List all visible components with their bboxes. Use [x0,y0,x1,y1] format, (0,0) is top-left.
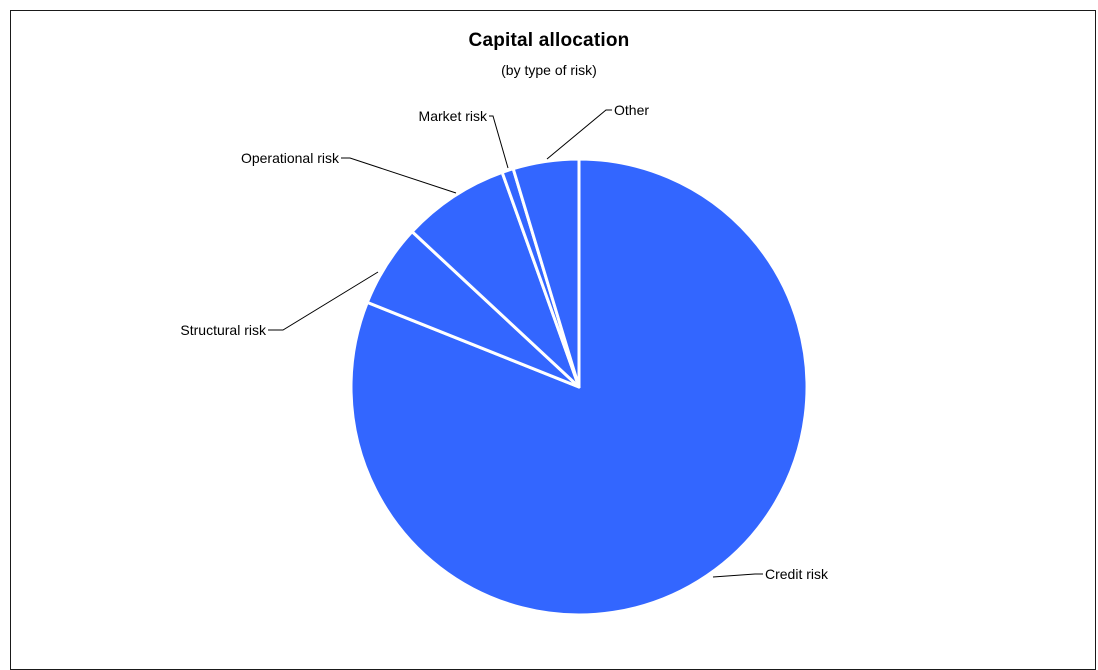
leader-line-credit-risk [712,573,763,578]
slice-label-operational-risk: Operational risk [241,150,340,166]
slice-label-credit-risk: Credit risk [765,566,829,582]
pie-slice-credit-risk [349,157,809,617]
slice-label-structural-risk: Structural risk [180,322,267,338]
pie-slice-other [511,157,581,389]
slice-label-other: Other [614,102,649,118]
leader-line-market-risk [489,115,509,169]
slice-label-market-risk: Market risk [419,108,488,124]
leader-line-operational-risk [341,157,457,194]
leader-line-structural-risk [268,271,379,331]
leader-line-other [546,109,612,160]
chart-title: Capital allocation [468,30,630,51]
pie-slice-operational-risk [410,170,581,389]
chart-subtitle: (by type of risk) [501,62,597,78]
